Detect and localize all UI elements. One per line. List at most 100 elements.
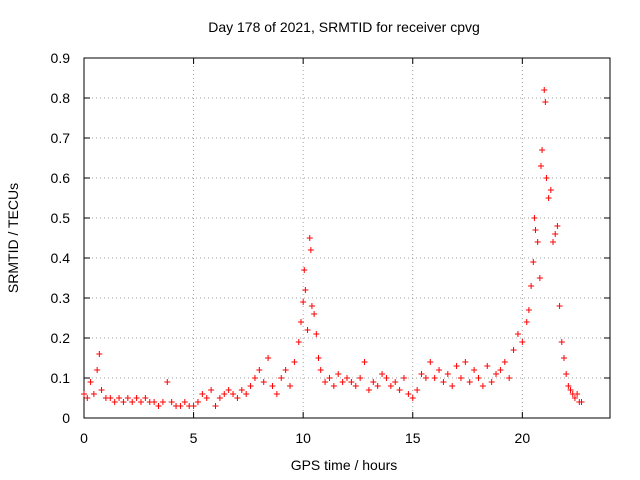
data-point <box>212 403 219 409</box>
data-point <box>120 399 127 405</box>
x-tick-labels: 0 5 10 15 20 <box>80 430 530 446</box>
data-point <box>352 383 359 389</box>
data-point <box>111 399 118 405</box>
data-point <box>409 395 416 401</box>
data-point <box>287 383 294 389</box>
data-point <box>208 387 215 393</box>
data-point <box>537 163 544 169</box>
data-point <box>278 375 285 381</box>
chart-title: Day 178 of 2021, SRMTID for receiver cpv… <box>208 19 480 35</box>
data-point <box>414 387 421 393</box>
data-point <box>552 231 559 237</box>
data-point <box>282 367 289 373</box>
data-point <box>361 359 368 365</box>
y-tick-label: 0 <box>62 410 70 426</box>
data-point <box>563 371 570 377</box>
data-point <box>300 299 307 305</box>
data-point <box>567 387 574 393</box>
data-point <box>545 195 552 201</box>
data-series-cpvg <box>81 87 585 409</box>
data-point <box>370 379 377 385</box>
data-point <box>142 395 149 401</box>
y-tick-label: 0.2 <box>51 330 71 346</box>
data-point <box>514 331 521 337</box>
data-point <box>168 399 175 405</box>
data-point <box>87 379 94 385</box>
data-point <box>221 391 228 397</box>
data-point <box>556 303 563 309</box>
data-point <box>234 395 241 401</box>
data-point <box>519 339 526 345</box>
data-point <box>560 355 567 361</box>
data-point <box>265 355 272 361</box>
data-point <box>457 375 464 381</box>
data-point <box>301 267 308 273</box>
data-point <box>151 399 158 405</box>
data-point <box>547 187 554 193</box>
y-tick-labels: 0 0.1 0.2 0.3 0.4 0.5 0.6 0.7 0.8 0.9 <box>51 50 71 426</box>
y-tick-label: 0.7 <box>51 130 71 146</box>
data-point <box>558 339 565 345</box>
data-point <box>427 359 434 365</box>
x-tick-label: 15 <box>405 430 421 446</box>
data-point <box>510 347 517 353</box>
data-point <box>322 379 329 385</box>
data-point <box>199 391 206 397</box>
data-point <box>302 287 309 293</box>
x-tick-label: 5 <box>190 430 198 446</box>
data-point <box>335 371 342 377</box>
data-point <box>574 391 581 397</box>
axis-ticks <box>83 57 610 419</box>
y-tick-label: 0.1 <box>51 370 71 386</box>
data-point <box>400 375 407 381</box>
data-point <box>405 391 412 397</box>
data-point <box>440 379 447 385</box>
data-point <box>295 339 302 345</box>
data-point <box>488 379 495 385</box>
y-tick-label: 0.8 <box>51 90 71 106</box>
data-point <box>297 319 304 325</box>
data-point <box>133 395 140 401</box>
data-point <box>124 395 131 401</box>
data-point <box>181 399 188 405</box>
data-point <box>164 379 171 385</box>
data-point <box>307 247 314 253</box>
data-point <box>418 371 425 377</box>
data-point <box>578 399 585 405</box>
data-point <box>444 371 451 377</box>
data-point <box>129 399 136 405</box>
data-point <box>436 367 443 373</box>
data-point <box>243 391 250 397</box>
data-point <box>155 403 162 409</box>
data-point <box>539 147 546 153</box>
data-point <box>269 383 276 389</box>
data-point <box>137 399 144 405</box>
data-point <box>383 375 390 381</box>
data-point <box>571 395 578 401</box>
data-point <box>387 383 394 389</box>
data-point <box>374 383 381 389</box>
data-point <box>501 359 508 365</box>
data-point <box>203 395 210 401</box>
data-point <box>230 391 237 397</box>
y-tick-label: 0.4 <box>51 250 71 266</box>
data-point <box>534 239 541 245</box>
data-point <box>291 359 298 365</box>
data-point <box>493 371 500 377</box>
data-point <box>525 307 532 313</box>
data-point <box>159 399 166 405</box>
data-point <box>449 383 456 389</box>
data-point <box>542 99 549 105</box>
data-point <box>306 235 313 241</box>
y-tick-label: 0.5 <box>51 210 71 226</box>
y-tick-label: 0.9 <box>51 50 71 66</box>
data-point <box>506 375 513 381</box>
data-point <box>311 311 318 317</box>
x-tick-label: 0 <box>80 430 88 446</box>
data-point <box>348 379 355 385</box>
data-point <box>471 367 478 373</box>
data-point <box>194 399 201 405</box>
data-point <box>365 387 372 393</box>
data-point <box>84 395 91 401</box>
